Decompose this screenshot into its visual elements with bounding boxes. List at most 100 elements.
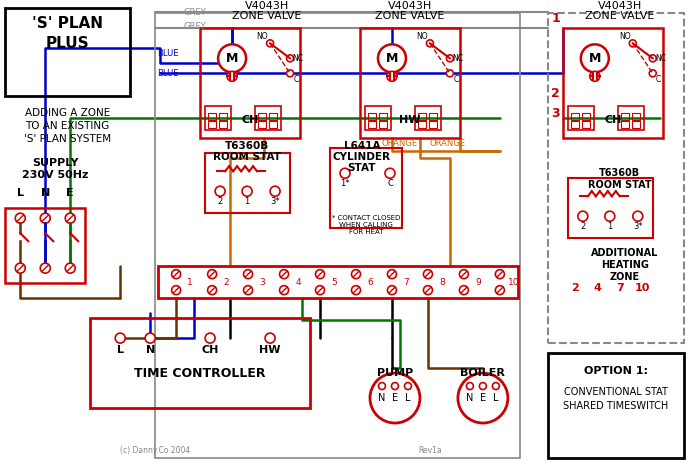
Text: CH: CH	[241, 115, 259, 125]
Text: ROOM STAT: ROOM STAT	[213, 152, 281, 162]
Bar	[6, 208, 85, 283]
Bar	[158, 266, 518, 298]
Text: * CONTACT CLOSED: * CONTACT CLOSED	[332, 215, 400, 221]
Bar	[618, 106, 644, 130]
Text: 2: 2	[224, 278, 229, 287]
Bar	[429, 113, 437, 120]
Circle shape	[379, 382, 386, 389]
Text: ZONE VALVE: ZONE VALVE	[375, 11, 444, 22]
Text: BLUE: BLUE	[157, 49, 179, 58]
Circle shape	[340, 168, 350, 178]
Text: 'S' PLAN SYSTEM: 'S' PLAN SYSTEM	[23, 134, 111, 144]
Text: C: C	[656, 75, 662, 84]
Circle shape	[404, 382, 411, 389]
Bar	[258, 121, 266, 128]
Bar	[208, 121, 216, 128]
Circle shape	[40, 263, 50, 273]
Bar	[571, 121, 579, 128]
Circle shape	[385, 168, 395, 178]
Text: GREY: GREY	[184, 8, 206, 17]
Circle shape	[244, 285, 253, 295]
Circle shape	[244, 270, 253, 278]
Circle shape	[605, 211, 615, 221]
Bar	[582, 121, 590, 128]
Text: HW: HW	[259, 345, 281, 355]
Text: 1*: 1*	[340, 179, 350, 188]
Bar	[365, 106, 391, 130]
Text: 5: 5	[331, 278, 337, 287]
Text: 230V 50Hz: 230V 50Hz	[22, 170, 88, 180]
Circle shape	[446, 70, 453, 77]
Text: STAT: STAT	[348, 163, 376, 173]
Circle shape	[315, 270, 324, 278]
Text: V4043H: V4043H	[598, 1, 642, 11]
Bar	[379, 121, 387, 128]
Text: V4043H: V4043H	[245, 1, 289, 11]
Text: 3*: 3*	[270, 197, 280, 206]
Bar	[90, 318, 310, 408]
Circle shape	[633, 211, 643, 221]
Text: ZONE: ZONE	[610, 272, 640, 282]
Text: PUMP: PUMP	[377, 368, 413, 378]
Circle shape	[205, 333, 215, 343]
Text: NC: NC	[453, 54, 464, 63]
Bar	[155, 14, 520, 458]
Text: CH: CH	[201, 345, 219, 355]
Circle shape	[15, 263, 26, 273]
Bar	[205, 106, 231, 130]
Text: E: E	[480, 393, 486, 403]
Circle shape	[466, 382, 473, 389]
Circle shape	[370, 373, 420, 423]
Bar	[200, 29, 300, 138]
Text: NO: NO	[256, 32, 268, 41]
Circle shape	[426, 40, 433, 47]
Text: ZONE VALVE: ZONE VALVE	[233, 11, 302, 22]
Text: 1: 1	[244, 197, 250, 206]
Text: NO: NO	[416, 32, 428, 41]
Bar	[205, 153, 290, 213]
Bar	[6, 8, 130, 96]
Text: 4: 4	[295, 278, 301, 287]
Text: Rev1a: Rev1a	[418, 446, 442, 454]
Circle shape	[242, 186, 252, 196]
Circle shape	[424, 285, 433, 295]
Text: 1: 1	[607, 222, 613, 231]
Bar	[255, 106, 281, 130]
Text: 3: 3	[551, 107, 560, 120]
Circle shape	[286, 70, 293, 77]
Text: HW: HW	[400, 115, 421, 125]
Text: C: C	[293, 75, 299, 84]
Text: L641A: L641A	[344, 141, 380, 151]
Text: V4043H: V4043H	[388, 1, 432, 11]
Text: FOR HEAT: FOR HEAT	[348, 229, 383, 235]
Circle shape	[388, 285, 397, 295]
Circle shape	[391, 382, 398, 389]
Bar	[621, 113, 629, 120]
Text: SUPPLY: SUPPLY	[32, 158, 79, 168]
Text: ORANGE: ORANGE	[382, 139, 418, 148]
Text: OPTION 1:: OPTION 1:	[584, 366, 648, 376]
Text: NO: NO	[619, 32, 631, 41]
Text: PLUS: PLUS	[46, 36, 89, 51]
Text: N: N	[146, 345, 155, 355]
Bar	[269, 113, 277, 120]
Circle shape	[458, 373, 508, 423]
Bar	[568, 106, 594, 130]
Text: CH: CH	[604, 115, 622, 125]
Text: NC: NC	[293, 54, 304, 63]
Circle shape	[227, 71, 237, 81]
Bar	[418, 121, 426, 128]
Text: 10: 10	[635, 283, 651, 293]
Bar	[548, 353, 684, 458]
Text: SHARED TIMESWITCH: SHARED TIMESWITCH	[563, 401, 669, 411]
Text: N: N	[41, 188, 50, 198]
Text: 8: 8	[439, 278, 445, 287]
Bar	[548, 14, 684, 343]
Circle shape	[460, 270, 469, 278]
Circle shape	[649, 55, 656, 62]
Bar	[219, 121, 227, 128]
Circle shape	[15, 213, 26, 223]
Circle shape	[480, 382, 486, 389]
Text: ADDING A ZONE: ADDING A ZONE	[25, 108, 110, 118]
Text: L: L	[405, 393, 411, 403]
